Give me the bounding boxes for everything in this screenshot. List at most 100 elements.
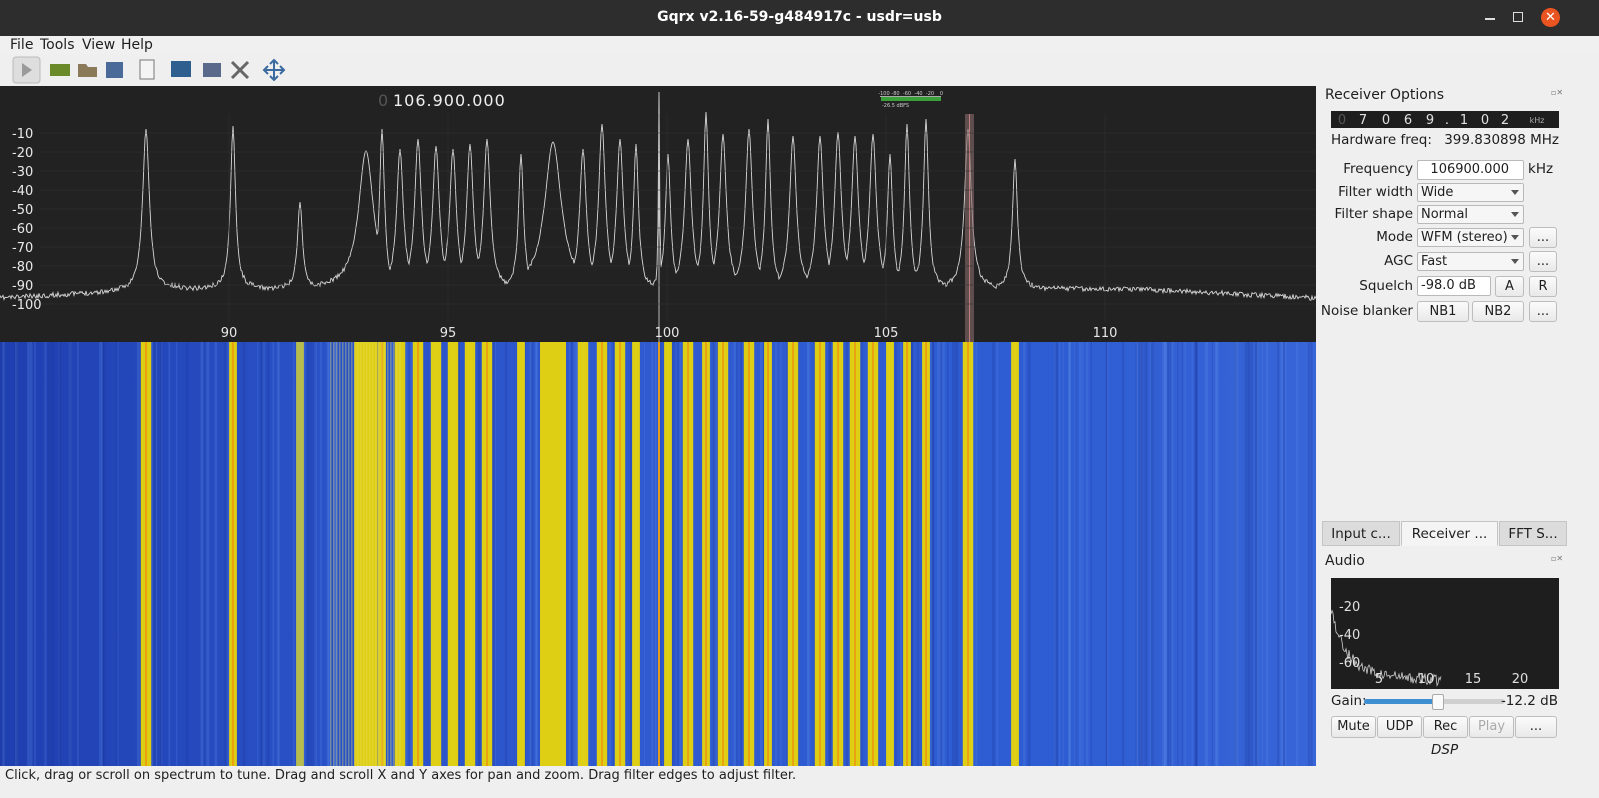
waterfall-noise [137, 342, 140, 766]
squelch-auto-button[interactable]: A [1495, 276, 1524, 297]
waterfall-noise [931, 342, 934, 766]
waterfall-noise [613, 342, 615, 766]
tab-selected[interactable]: Receiver ... [1401, 521, 1498, 546]
waterfall-band [354, 342, 356, 766]
frequency-readout: 106.900.000 [393, 91, 506, 110]
dock-buttons[interactable]: ▫✕ [1551, 88, 1564, 97]
menu-item[interactable]: File [10, 37, 34, 53]
waterfall-noise [101, 342, 103, 766]
frequency-input[interactable]: 106900.000 [1417, 160, 1524, 180]
agc-combo[interactable]: Fast [1417, 252, 1524, 271]
waterfall-noise [1246, 342, 1250, 766]
maximize-button[interactable] [1513, 12, 1523, 22]
dsp-label: DSP [1431, 742, 1459, 758]
waterfall-noise [320, 342, 323, 766]
waterfall-background [0, 342, 1316, 766]
waterfall-stripe [430, 342, 442, 766]
udp-button[interactable]: UDP [1377, 716, 1422, 738]
waterfall-noise [58, 342, 62, 766]
frequency-label: Frequency [1343, 161, 1413, 177]
filter-width-label: Filter width [1338, 184, 1413, 200]
waterfall-band [333, 342, 335, 766]
waterfall-noise [102, 342, 105, 766]
rec-button[interactable]: Rec [1423, 716, 1468, 738]
agc-options-button[interactable]: ... [1529, 251, 1557, 272]
waterfall-noise [573, 342, 575, 766]
menu-item[interactable]: Tools [40, 37, 75, 53]
agc-label: AGC [1384, 253, 1413, 269]
waterfall-band [369, 342, 371, 766]
waterfall-noise [410, 342, 414, 766]
open-icon[interactable] [78, 64, 97, 77]
lcd-digit: 7 [1359, 113, 1367, 128]
menu-bar: File Tools View Help [0, 36, 1599, 54]
waterfall-noise [780, 342, 782, 766]
filter-width-combo[interactable]: Wide [1417, 183, 1524, 202]
save-icon[interactable] [106, 62, 123, 78]
waterfall-band [375, 342, 377, 766]
gain-slider[interactable] [1364, 694, 1505, 710]
waterfall-noise [14, 342, 18, 766]
waterfall-noise [492, 342, 495, 766]
waterfall-noise [1284, 342, 1287, 766]
spectrum-waterfall[interactable]: 0 106.900.000 -100 -80 -60 -40 -20 0-26.5 dBFS-… [0, 86, 1316, 766]
waterfall-noise [29, 342, 33, 766]
waterfall-noise [910, 342, 913, 766]
waterfall-core [705, 342, 707, 766]
menu-item[interactable]: View [82, 37, 116, 53]
waterfall-noise [996, 342, 999, 766]
audio-options-button[interactable]: ... [1515, 716, 1557, 738]
lcd-digit: 2 [1501, 113, 1509, 128]
waterfall-noise [829, 342, 832, 766]
waterfall-noise [117, 342, 119, 766]
bookmark-icon[interactable] [139, 59, 155, 80]
lcd-digit: 1 [1460, 113, 1468, 128]
squelch-reset-button[interactable]: R [1529, 276, 1557, 297]
dock-buttons[interactable]: ▫✕ [1551, 554, 1564, 563]
gain-value: -12.2 dB [1500, 693, 1558, 709]
mode-combo[interactable]: WFM (stereo) [1417, 228, 1524, 247]
slider-handle[interactable] [1432, 694, 1444, 710]
waterfall-noise [327, 342, 331, 766]
nb1-button[interactable]: NB1 [1417, 301, 1469, 322]
mode-options-button[interactable]: ... [1529, 227, 1557, 248]
waterfall-noise [34, 342, 36, 766]
waterfall-noise [571, 342, 573, 766]
tab[interactable]: FFT S... [1499, 521, 1567, 546]
waterfall-noise [1255, 342, 1257, 766]
close-button[interactable]: ✕ [1541, 8, 1560, 27]
waterfall-core [748, 342, 750, 766]
nb-options-button[interactable]: ... [1529, 301, 1557, 322]
mute-button[interactable]: Mute [1331, 716, 1376, 738]
waterfall-noise [1140, 342, 1144, 766]
minimize-button[interactable] [1485, 18, 1495, 20]
waterfall-noise [1056, 342, 1058, 766]
waterfall-noise [1078, 342, 1082, 766]
waterfall-noise [494, 342, 496, 766]
settings-icon[interactable] [230, 60, 250, 80]
menu-item[interactable]: Help [121, 37, 153, 53]
waterfall-stripe [296, 342, 304, 766]
waterfall-noise [155, 342, 158, 766]
fullscreen-icon[interactable] [262, 58, 286, 82]
waterfall-stripe [1011, 342, 1019, 766]
waterfall-noise [1138, 342, 1142, 766]
lcd-unit: kHz [1530, 116, 1545, 125]
waterfall-noise [1194, 342, 1198, 766]
combo-value: Wide [1421, 185, 1454, 200]
waterfall-noise [310, 342, 313, 766]
nb2-button[interactable]: NB2 [1472, 301, 1524, 322]
waterfall-noise [1081, 342, 1084, 766]
filter-shape-combo[interactable]: Normal [1417, 205, 1524, 224]
waterfall-noise [1154, 342, 1156, 766]
waterfall-noise [1307, 342, 1310, 766]
tab[interactable]: Input c... [1322, 521, 1400, 546]
waterfall-core [232, 342, 234, 766]
waterfall-noise [16, 342, 18, 766]
network-icon[interactable] [203, 63, 221, 77]
squelch-input[interactable]: -98.0 dB [1417, 276, 1491, 296]
offset-display[interactable]: 0 7 0 6 9. 1 0 2 kHz [1331, 111, 1559, 128]
device-icon[interactable] [50, 64, 70, 76]
remote-icon[interactable] [171, 61, 191, 77]
waterfall-noise [1216, 342, 1219, 766]
